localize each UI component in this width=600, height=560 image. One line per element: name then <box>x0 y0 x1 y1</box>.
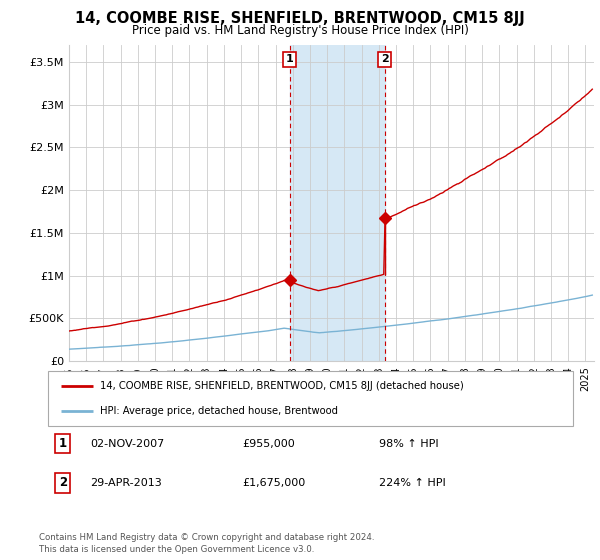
Text: 224% ↑ HPI: 224% ↑ HPI <box>379 478 445 488</box>
FancyBboxPatch shape <box>48 371 573 426</box>
Text: 14, COOMBE RISE, SHENFIELD, BRENTWOOD, CM15 8JJ (detached house): 14, COOMBE RISE, SHENFIELD, BRENTWOOD, C… <box>101 381 464 390</box>
Text: £955,000: £955,000 <box>242 438 295 449</box>
Text: £1,675,000: £1,675,000 <box>242 478 305 488</box>
Text: 2: 2 <box>59 477 67 489</box>
Text: 98% ↑ HPI: 98% ↑ HPI <box>379 438 439 449</box>
Text: Contains HM Land Registry data © Crown copyright and database right 2024.: Contains HM Land Registry data © Crown c… <box>39 533 374 542</box>
Text: 1: 1 <box>286 54 294 64</box>
Text: 1: 1 <box>59 437 67 450</box>
Text: 29-APR-2013: 29-APR-2013 <box>90 478 162 488</box>
Text: This data is licensed under the Open Government Licence v3.0.: This data is licensed under the Open Gov… <box>39 545 314 554</box>
Bar <box>290 45 385 361</box>
Text: 2: 2 <box>380 54 388 64</box>
Text: 14, COOMBE RISE, SHENFIELD, BRENTWOOD, CM15 8JJ: 14, COOMBE RISE, SHENFIELD, BRENTWOOD, C… <box>75 11 525 26</box>
Text: HPI: Average price, detached house, Brentwood: HPI: Average price, detached house, Bren… <box>101 406 338 416</box>
Text: 02-NOV-2007: 02-NOV-2007 <box>90 438 164 449</box>
Text: Price paid vs. HM Land Registry's House Price Index (HPI): Price paid vs. HM Land Registry's House … <box>131 24 469 36</box>
